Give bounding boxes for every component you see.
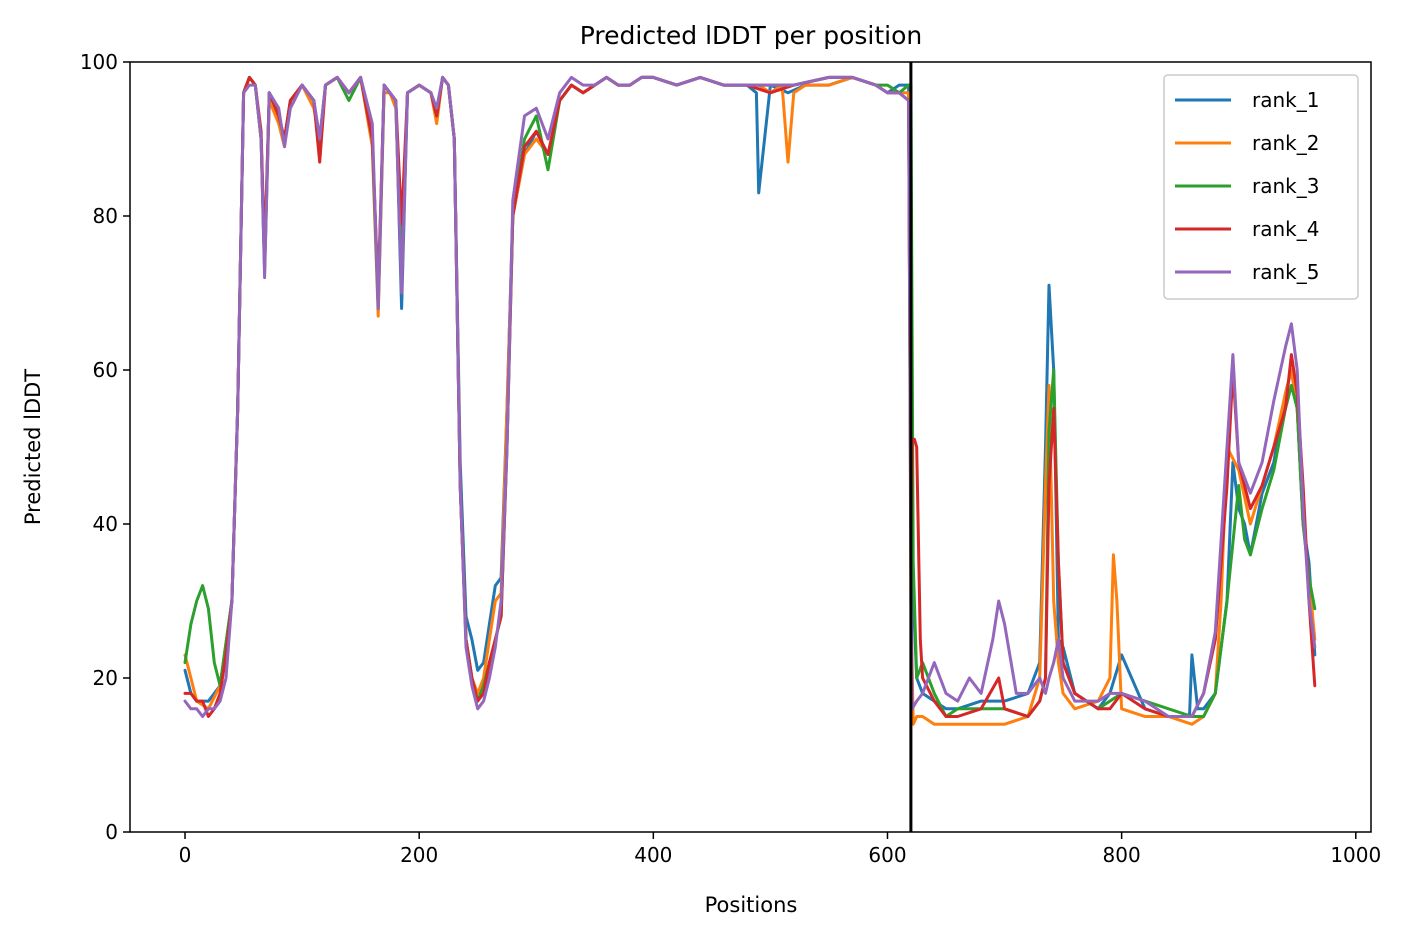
x-tick-label: 200	[400, 843, 438, 867]
x-tick-label: 800	[1103, 843, 1141, 867]
y-tick-label: 40	[93, 512, 118, 536]
x-tick-label: 600	[868, 843, 906, 867]
legend-label-rank_2: rank_2	[1252, 131, 1319, 155]
y-axis: 0 20 40 60 80 100	[80, 50, 130, 844]
chart-title: Predicted lDDT per position	[580, 21, 922, 50]
series-line-rank_5	[183, 75, 1317, 718]
legend: rank_1 rank_2 rank_3 rank_4 rank_5	[1163, 74, 1359, 300]
series-line-rank_4	[183, 75, 1317, 718]
x-axis: 0 200 400 600 800 1000	[179, 832, 1381, 867]
y-tick-label: 20	[93, 666, 118, 690]
y-tick-label: 100	[80, 50, 118, 74]
y-axis-title: Predicted lDDT	[21, 369, 45, 525]
x-axis-title: Positions	[705, 893, 798, 917]
y-tick-label: 0	[105, 820, 118, 844]
plot-frame	[129, 61, 1372, 833]
x-tick-label: 0	[179, 843, 192, 867]
legend-box	[1163, 74, 1359, 300]
x-tick-label: 1000	[1330, 843, 1381, 867]
plot-area	[129, 61, 1372, 833]
series-line-rank_3	[183, 75, 1317, 718]
legend-label-rank_3: rank_3	[1252, 174, 1319, 198]
x-tick-label: 400	[634, 843, 672, 867]
y-tick-label: 80	[93, 204, 118, 228]
y-tick-label: 60	[93, 358, 118, 382]
series-line-rank_1	[183, 75, 1317, 718]
legend-label-rank_1: rank_1	[1252, 88, 1319, 112]
legend-label-rank_5: rank_5	[1252, 260, 1319, 284]
series-group	[183, 75, 1317, 726]
legend-label-rank_4: rank_4	[1252, 217, 1319, 241]
series-line-rank_2	[183, 75, 1317, 726]
